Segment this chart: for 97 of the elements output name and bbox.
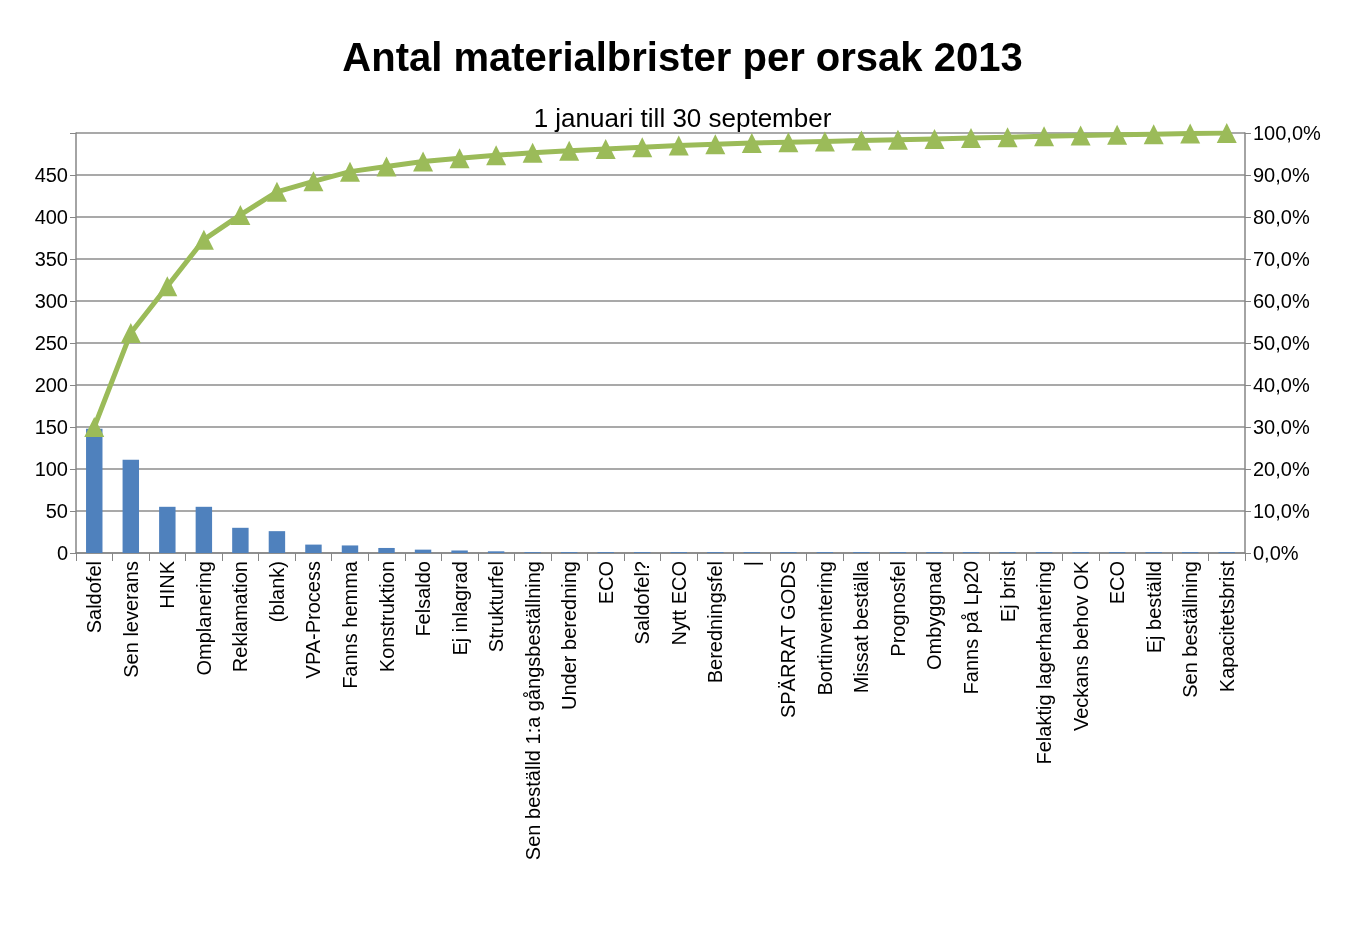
point bbox=[1107, 124, 1128, 145]
x-tick-label: Konstruktion bbox=[375, 561, 398, 673]
x-tick-label: Missat beställa bbox=[850, 560, 873, 694]
y-tick-label: 50 bbox=[45, 500, 68, 522]
x-tick-label: Saldofel? bbox=[631, 561, 654, 645]
y-tick-label: 450 bbox=[34, 164, 68, 186]
x-tick-label: Felaktig lagerhantering bbox=[1033, 561, 1056, 765]
x-tick-label: Sen beställd 1:a gångsbeställning bbox=[521, 561, 544, 861]
x-tick-label: Kapacitetsbrist bbox=[1215, 560, 1238, 693]
y2-tick-label: 20,0% bbox=[1253, 458, 1310, 480]
point bbox=[303, 171, 324, 192]
x-tick-label: Ej brist bbox=[996, 560, 1019, 623]
y2-tick-label: 100,0% bbox=[1253, 122, 1322, 144]
x-tick-label: ECO bbox=[594, 561, 617, 605]
point bbox=[997, 127, 1018, 148]
point bbox=[1143, 124, 1164, 145]
y2-tick-label: 0,0% bbox=[1253, 542, 1299, 564]
bar bbox=[195, 506, 213, 553]
bar bbox=[268, 531, 286, 553]
point bbox=[814, 131, 835, 152]
point bbox=[924, 128, 945, 149]
x-tick-label: Beredningsfel bbox=[704, 561, 727, 684]
y2-tick-label: 50,0% bbox=[1253, 332, 1310, 354]
x-tick-label: VPA-Process bbox=[302, 561, 325, 679]
x-tick-label: SPÄRRAT GODS bbox=[777, 561, 800, 719]
point bbox=[1070, 125, 1091, 146]
x-tick-label: Sen beställning bbox=[1179, 561, 1202, 698]
y2-tick-label: 70,0% bbox=[1253, 248, 1310, 270]
y2-tick-label: 90,0% bbox=[1253, 164, 1310, 186]
y-tick-label: 250 bbox=[34, 332, 68, 354]
bar bbox=[159, 506, 176, 553]
x-tick-label: Reklamation bbox=[229, 561, 252, 673]
y2-tick-label: 40,0% bbox=[1253, 374, 1310, 396]
x-tick-label: Omplanering bbox=[192, 561, 215, 676]
x-tick-label: Sen leverans bbox=[119, 561, 142, 678]
x-tick-label: ECO bbox=[1106, 561, 1129, 605]
bar bbox=[232, 527, 249, 553]
point bbox=[193, 229, 214, 250]
point bbox=[778, 132, 799, 153]
point bbox=[486, 145, 507, 166]
point bbox=[376, 156, 397, 177]
x-tick-label: Felsaldo bbox=[412, 561, 435, 637]
y2-tick-label: 30,0% bbox=[1253, 416, 1310, 438]
x-tick-label: Ej inlagrad bbox=[448, 561, 471, 656]
x-tick-label: Strukturfel bbox=[485, 561, 508, 653]
bar bbox=[451, 550, 468, 553]
point bbox=[705, 134, 726, 155]
y2-tick-label: 10,0% bbox=[1253, 500, 1310, 522]
x-tick-label: Ombyggnad bbox=[923, 561, 946, 670]
y-tick-label: 200 bbox=[34, 374, 68, 396]
point bbox=[887, 129, 908, 150]
point bbox=[961, 128, 982, 149]
bar bbox=[305, 544, 322, 553]
y-tick-label: 0 bbox=[56, 542, 68, 564]
x-tick-label: (blank) bbox=[265, 561, 288, 623]
chart-subtitle: 1 januari till 30 september bbox=[533, 103, 832, 133]
x-tick-label: Bortinventering bbox=[813, 561, 836, 696]
point bbox=[1034, 126, 1055, 147]
point bbox=[632, 137, 653, 158]
y-tick-label: 100 bbox=[34, 458, 68, 480]
point bbox=[413, 151, 434, 172]
point bbox=[851, 130, 872, 151]
point bbox=[157, 276, 178, 297]
point bbox=[449, 148, 470, 169]
y-tick-label: 150 bbox=[34, 416, 68, 438]
y-tick-label: 350 bbox=[34, 248, 68, 270]
y2-tick-label: 60,0% bbox=[1253, 290, 1310, 312]
x-tick-label: Prognosfel bbox=[886, 561, 909, 657]
point bbox=[1216, 123, 1237, 143]
point bbox=[120, 322, 141, 343]
x-tick-label: | bbox=[740, 561, 763, 567]
x-tick-label: Fanns hemma bbox=[338, 560, 361, 689]
bar bbox=[378, 547, 395, 553]
point bbox=[522, 142, 543, 163]
point bbox=[559, 140, 580, 161]
point bbox=[84, 417, 105, 437]
x-tick-label: Under beredning bbox=[558, 561, 581, 710]
x-tick-label: Saldofel bbox=[83, 561, 106, 634]
point bbox=[1180, 123, 1201, 144]
y2-tick-label: 80,0% bbox=[1253, 206, 1310, 228]
x-tick-label: Fanns på Lp20 bbox=[960, 561, 983, 695]
point bbox=[230, 204, 251, 225]
y-tick-label: 300 bbox=[34, 290, 68, 312]
bar bbox=[86, 428, 103, 553]
y-tick-label: 400 bbox=[34, 206, 68, 228]
x-tick-label: Nytt ECO bbox=[667, 561, 690, 646]
point bbox=[595, 138, 616, 159]
x-tick-label: Veckans behov OK bbox=[1069, 560, 1092, 732]
point bbox=[339, 161, 360, 182]
x-tick-label: Ej beställd bbox=[1142, 561, 1165, 654]
x-tick-label: HINK bbox=[156, 560, 179, 609]
point bbox=[741, 133, 762, 154]
bar bbox=[122, 459, 140, 553]
point bbox=[266, 181, 287, 202]
point bbox=[668, 135, 689, 156]
chart-title: Antal materialbrister per orsak 2013 bbox=[342, 35, 1023, 79]
bar bbox=[341, 545, 359, 553]
